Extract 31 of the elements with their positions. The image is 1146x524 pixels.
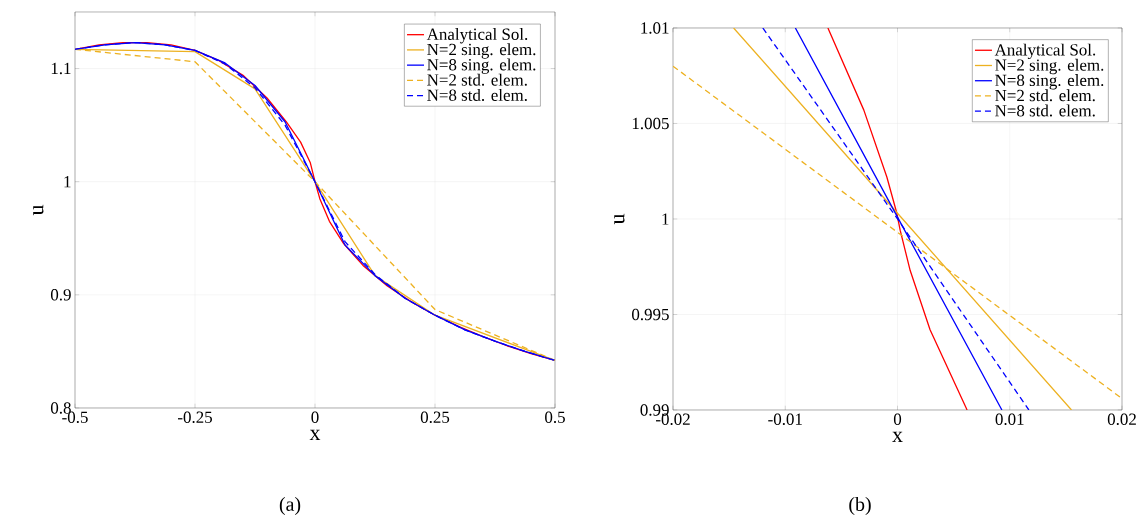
- y-tick-label: 1.1: [51, 62, 71, 75]
- y-tick-label: 0.9: [50, 289, 71, 301]
- x-tick-label: 0.01: [995, 413, 1024, 425]
- x-tick-label: -0.01: [768, 413, 802, 425]
- y-tick-label: 1: [662, 213, 669, 225]
- legend-label: N=2 sing. elem.: [995, 58, 1104, 75]
- y-tick-label: 0.995: [632, 308, 669, 321]
- legend-label: N=2 sing. elem.: [427, 43, 536, 59]
- x-tick-label: -0.25: [178, 411, 212, 423]
- y-axis-title: u: [614, 213, 625, 225]
- x-tick-label: 0.5: [545, 411, 565, 423]
- line-series: [827, 27, 968, 410]
- y-axis-title: u: [33, 204, 44, 216]
- x-tick-label: 0.25: [420, 411, 450, 423]
- x-tick-label: 0: [893, 413, 902, 425]
- legend-label: N=2 std. elem.: [427, 73, 527, 86]
- legend-label: N=8 sing. elem.: [995, 74, 1104, 90]
- y-tick-label: 1.005: [632, 117, 669, 130]
- x-tick-label: 0: [311, 411, 319, 423]
- x-axis-title: x: [892, 431, 903, 442]
- legend-label: N=8 std. elem.: [427, 88, 527, 101]
- y-tick-label: 1: [64, 176, 71, 188]
- x-axis-title: x: [309, 429, 321, 440]
- legend-label: Analytical Sol.: [426, 28, 528, 44]
- legend-label: N=2 std. elem.: [995, 89, 1095, 102]
- x-tick-label: 0.02: [1107, 413, 1136, 425]
- y-tick-label: 1.01: [641, 22, 669, 34]
- text: (b): [849, 496, 871, 516]
- text: (a): [279, 496, 301, 516]
- legend-label: N=8 sing. elem.: [427, 58, 536, 74]
- legend-label: N=8 std. elem.: [995, 104, 1095, 117]
